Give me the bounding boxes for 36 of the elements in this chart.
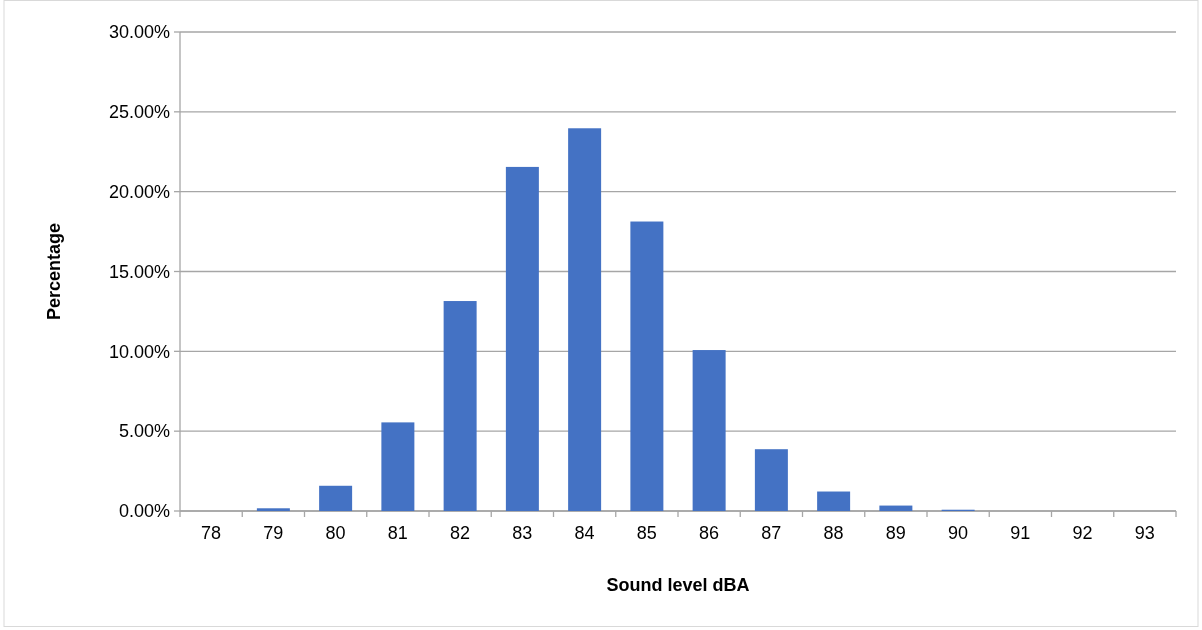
bar <box>754 449 788 511</box>
x-tick-label: 83 <box>512 523 533 543</box>
x-tick-label: 90 <box>948 523 969 543</box>
x-tick-label: 89 <box>885 523 906 543</box>
bar <box>443 301 477 511</box>
x-axis-title: Sound level dBA <box>606 575 750 595</box>
x-tick-label: 82 <box>450 523 471 543</box>
x-tick-label: 93 <box>1134 523 1155 543</box>
y-tick-label: 20.00% <box>108 181 170 202</box>
y-tick-label: 0.00% <box>118 501 170 522</box>
x-tick-label: 88 <box>823 523 844 543</box>
bar <box>630 221 664 511</box>
y-tick-label: 15.00% <box>108 261 170 282</box>
y-tick-label: 10.00% <box>108 341 170 362</box>
x-tick-label: 78 <box>201 523 222 543</box>
x-tick-label: 92 <box>1072 523 1093 543</box>
x-tick-label: 91 <box>1010 523 1031 543</box>
bar <box>692 350 726 511</box>
bar <box>817 491 851 511</box>
y-tick-label: 25.00% <box>108 102 170 123</box>
bar <box>568 128 602 511</box>
x-tick-label: 84 <box>574 523 595 543</box>
y-tick-label: 30.00% <box>108 22 170 43</box>
bar <box>256 508 290 511</box>
y-tick-label: 5.00% <box>118 421 170 442</box>
bar <box>505 166 539 511</box>
bar <box>319 485 353 511</box>
x-tick-label: 81 <box>387 523 408 543</box>
x-tick-label: 87 <box>761 523 782 543</box>
bar <box>381 422 415 511</box>
x-tick-label: 85 <box>636 523 657 543</box>
bar <box>879 505 913 511</box>
x-tick-label: 86 <box>699 523 720 543</box>
x-tick-label: 80 <box>325 523 346 543</box>
y-axis-title: Percentage <box>44 222 64 321</box>
x-tick-label: 79 <box>263 523 284 543</box>
